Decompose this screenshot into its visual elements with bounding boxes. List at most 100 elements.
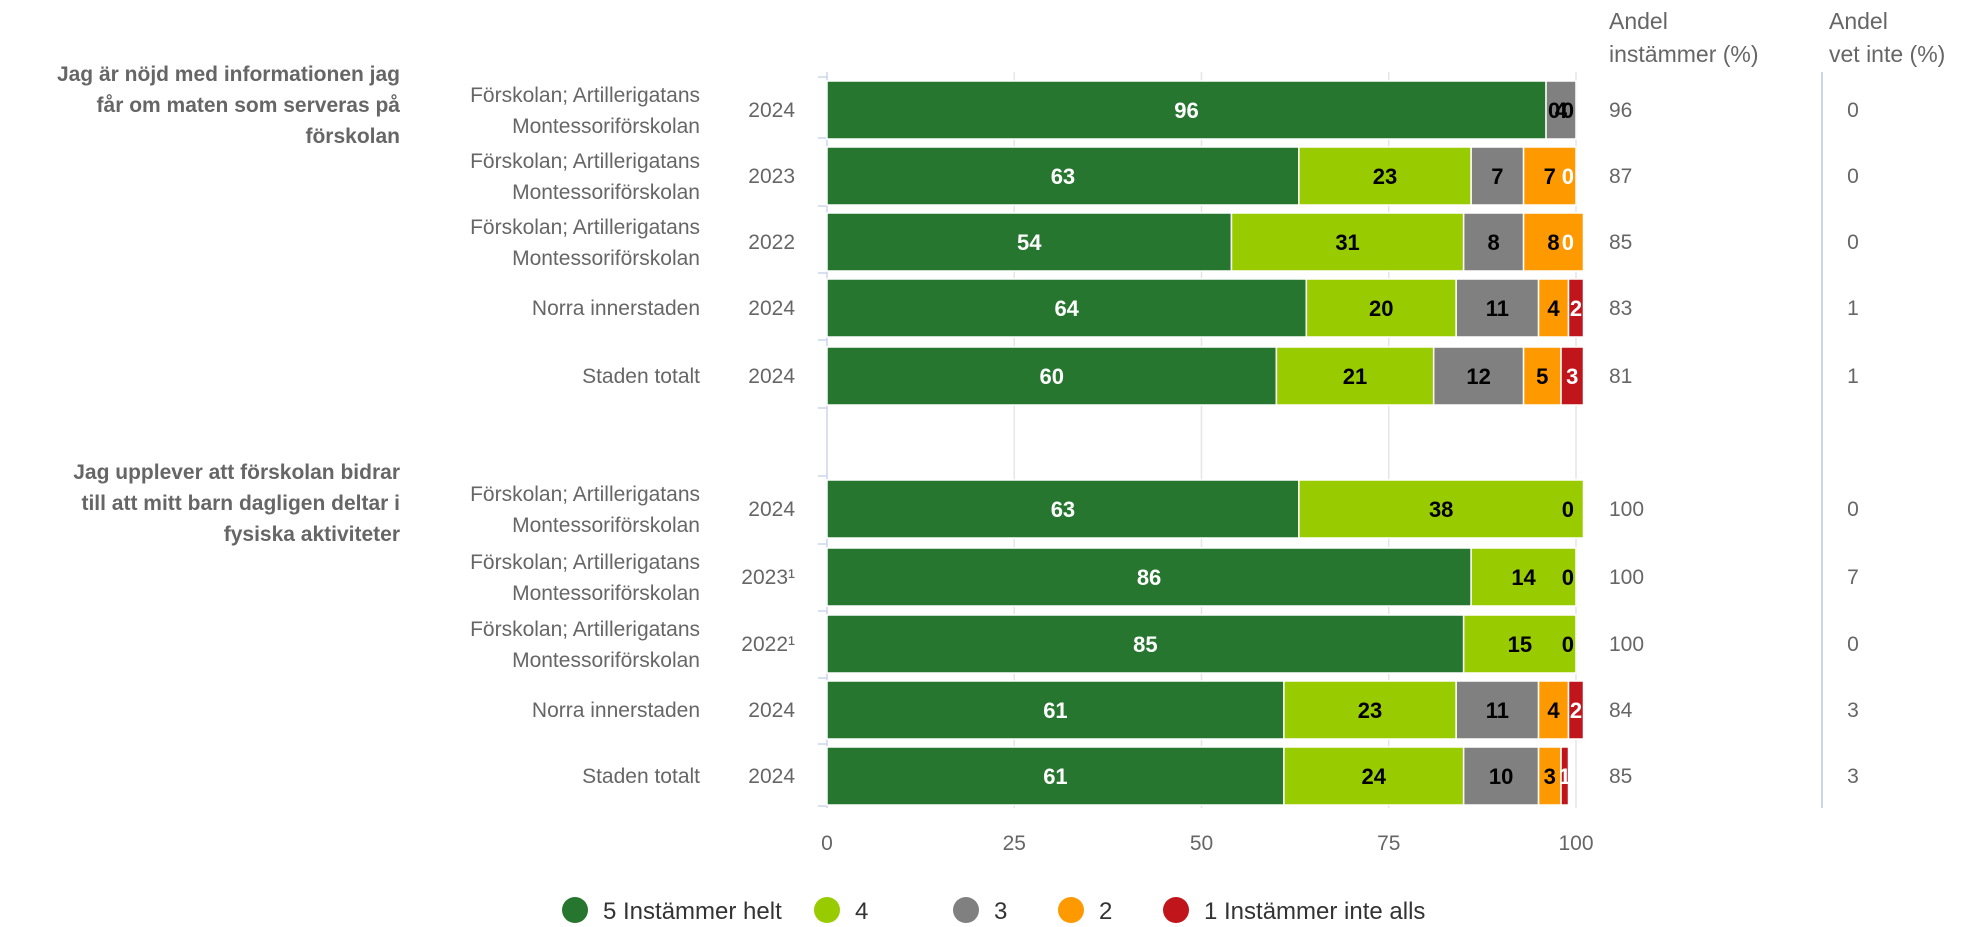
year-label: 2024 xyxy=(748,765,795,788)
data-label: 14 xyxy=(1511,565,1536,590)
data-label: 8 xyxy=(1547,230,1559,255)
dont-know-value: 3 xyxy=(1847,699,1859,722)
year-label: 2023¹ xyxy=(741,566,795,589)
x-tick-label: 0 xyxy=(821,832,833,855)
bar-segment xyxy=(1283,746,1465,806)
bars-layer xyxy=(826,80,1585,806)
data-label: 15 xyxy=(1508,632,1532,657)
bar-segment xyxy=(1462,746,1540,806)
data-label: 12 xyxy=(1466,364,1490,389)
year-label: 2024 xyxy=(748,699,795,722)
agree-value: 96 xyxy=(1609,99,1632,122)
data-label: 38 xyxy=(1429,497,1453,522)
year-label: 2022 xyxy=(748,231,795,254)
data-label: 86 xyxy=(1137,565,1161,590)
data-label: 54 xyxy=(1017,230,1042,255)
data-label: 20 xyxy=(1369,296,1393,321)
data-label: 61 xyxy=(1043,764,1067,789)
data-label: 0 xyxy=(1562,632,1574,657)
data-label: 2 xyxy=(1570,296,1582,321)
bar-segment xyxy=(1567,680,1585,740)
bar-segment xyxy=(1432,346,1525,406)
row-label: Montessoriförskolan xyxy=(512,514,700,537)
data-label: 0 xyxy=(1562,164,1574,189)
agree-value: 85 xyxy=(1609,765,1632,788)
stat-header-dont-know: vet inte (%) xyxy=(1829,41,1945,67)
bar-segment xyxy=(1537,680,1570,740)
row-label: Montessoriförskolan xyxy=(512,582,700,605)
bar-segment xyxy=(826,614,1465,674)
data-label: 4 xyxy=(1547,698,1560,723)
bar-segment xyxy=(1298,479,1585,539)
bar-segment xyxy=(1230,212,1465,272)
agree-value: 100 xyxy=(1609,498,1644,521)
data-label: 23 xyxy=(1373,164,1397,189)
bar-segment xyxy=(1522,212,1585,272)
stat-header-agree: Andel xyxy=(1609,8,1668,34)
data-label: 4 xyxy=(1555,98,1568,123)
year-label: 2024 xyxy=(748,297,795,320)
dont-know-value: 0 xyxy=(1847,99,1859,122)
dont-know-value: 3 xyxy=(1847,765,1859,788)
row-label: Förskolan; Artillerigatans xyxy=(470,618,700,641)
legend-marker xyxy=(562,897,588,923)
year-label: 2022¹ xyxy=(741,633,795,656)
question-title: Jag är nöjd med informationen jag xyxy=(57,63,400,86)
legend-label: 4 xyxy=(855,898,868,925)
data-label: 4 xyxy=(1547,296,1560,321)
x-tick-label: 100 xyxy=(1558,832,1593,855)
data-label: 0 xyxy=(1562,497,1574,522)
bar-segment xyxy=(1455,278,1540,338)
year-label: 2024 xyxy=(748,365,795,388)
data-label: 63 xyxy=(1051,164,1075,189)
row-label: Montessoriförskolan xyxy=(512,649,700,672)
stats-layer: Andel instämmer (%) Andel vet inte (%) 96 0 87… xyxy=(1609,8,1945,788)
x-tick-label: 50 xyxy=(1190,832,1213,855)
data-label: 0 xyxy=(1562,98,1574,123)
year-label: 2024 xyxy=(748,498,795,521)
data-label: 11 xyxy=(1486,698,1509,723)
row-label: Förskolan; Artillerigatans xyxy=(470,150,700,173)
bar-segment xyxy=(1567,278,1585,338)
dont-know-value: 1 xyxy=(1847,297,1859,320)
legend-label: 1 Instämmer inte alls xyxy=(1204,898,1425,925)
agree-value: 81 xyxy=(1609,365,1632,388)
legend-label: 5 Instämmer helt xyxy=(603,898,782,925)
data-label: 10 xyxy=(1489,764,1513,789)
bar-segment xyxy=(826,547,1472,607)
bar-segment xyxy=(826,80,1547,140)
agree-value: 100 xyxy=(1609,566,1644,589)
bar-segment xyxy=(1470,547,1577,607)
bar-segment xyxy=(826,746,1285,806)
data-label: 5 xyxy=(1536,364,1548,389)
legend-marker xyxy=(1058,897,1084,923)
row-label: Montessoriförskolan xyxy=(512,181,700,204)
data-label: 61 xyxy=(1043,698,1067,723)
legend-label: 3 xyxy=(994,898,1007,925)
dont-know-value: 1 xyxy=(1847,365,1859,388)
dont-know-value: 7 xyxy=(1847,566,1859,589)
question-title: förskolan xyxy=(305,125,400,148)
stat-header-agree: instämmer (%) xyxy=(1609,41,1759,67)
row-label: Montessoriförskolan xyxy=(512,115,700,138)
bar-segment xyxy=(1305,278,1457,338)
data-label: 8 xyxy=(1487,230,1499,255)
bar-segment xyxy=(1462,614,1577,674)
agree-value: 87 xyxy=(1609,165,1632,188)
data-label: 11 xyxy=(1486,296,1509,321)
dont-know-value: 0 xyxy=(1847,231,1859,254)
data-label: 3 xyxy=(1544,764,1556,789)
x-tick-label: 75 xyxy=(1377,832,1400,855)
legend: 5 Instämmer helt 4 3 2 1 Instämmer inte alls xyxy=(562,897,1425,925)
dont-know-value: 0 xyxy=(1847,165,1859,188)
bar-segment xyxy=(1298,146,1472,206)
x-tick-label: 25 xyxy=(1003,832,1026,855)
data-label: 31 xyxy=(1335,230,1359,255)
bar-segment xyxy=(1455,680,1540,740)
bar-segment xyxy=(1545,80,1577,140)
year-label: 2024 xyxy=(748,99,795,122)
bar-segment xyxy=(1275,346,1435,406)
row-label: Norra innerstaden xyxy=(532,297,700,320)
data-label: 23 xyxy=(1358,698,1382,723)
